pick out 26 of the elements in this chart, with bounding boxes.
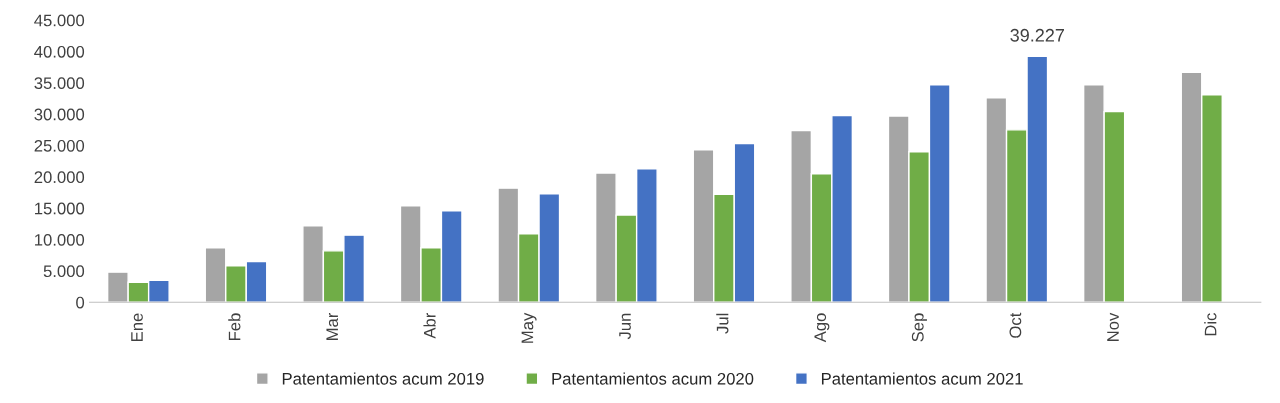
x-tick-label: Mar: [326, 312, 339, 340]
legend-label: Patentamientos acum 2020: [552, 372, 754, 385]
x-tick-label: Sep: [911, 313, 927, 342]
y-tick-label: 15.000: [35, 202, 85, 215]
y-tick-label: 25.000: [34, 139, 85, 152]
y-tick-label: 35.000: [34, 77, 85, 90]
x-tick-label: May: [521, 312, 537, 343]
y-tick-label: 30.000: [34, 108, 85, 121]
x-tick-label: Jun: [619, 313, 631, 340]
x-tick-label: Jul: [716, 313, 729, 334]
x-tick-label: Ene: [131, 313, 143, 341]
x-tick-label: Abr: [423, 312, 436, 339]
y-tick-label: 45.000: [34, 14, 85, 27]
x-tick-label: Nov: [1107, 312, 1119, 341]
data-label: 39.227: [1010, 28, 1064, 42]
y-tick-label: 20.000: [34, 171, 85, 184]
y-tick-label: 10.000: [35, 233, 85, 246]
x-tick-label: Dic: [1204, 313, 1217, 336]
legend-label: Patentamientos acum 2019: [282, 372, 484, 385]
y-tick-label: 40.000: [34, 45, 85, 58]
x-tick-label: Ago: [814, 313, 830, 343]
x-tick-label: Oct: [1009, 312, 1022, 338]
legend-label: Patentamientos acum 2021: [821, 372, 1023, 385]
y-tick-label: 0: [76, 296, 85, 309]
x-tick-label: Feb: [228, 313, 241, 341]
y-tick-label: 5.000: [43, 265, 85, 278]
